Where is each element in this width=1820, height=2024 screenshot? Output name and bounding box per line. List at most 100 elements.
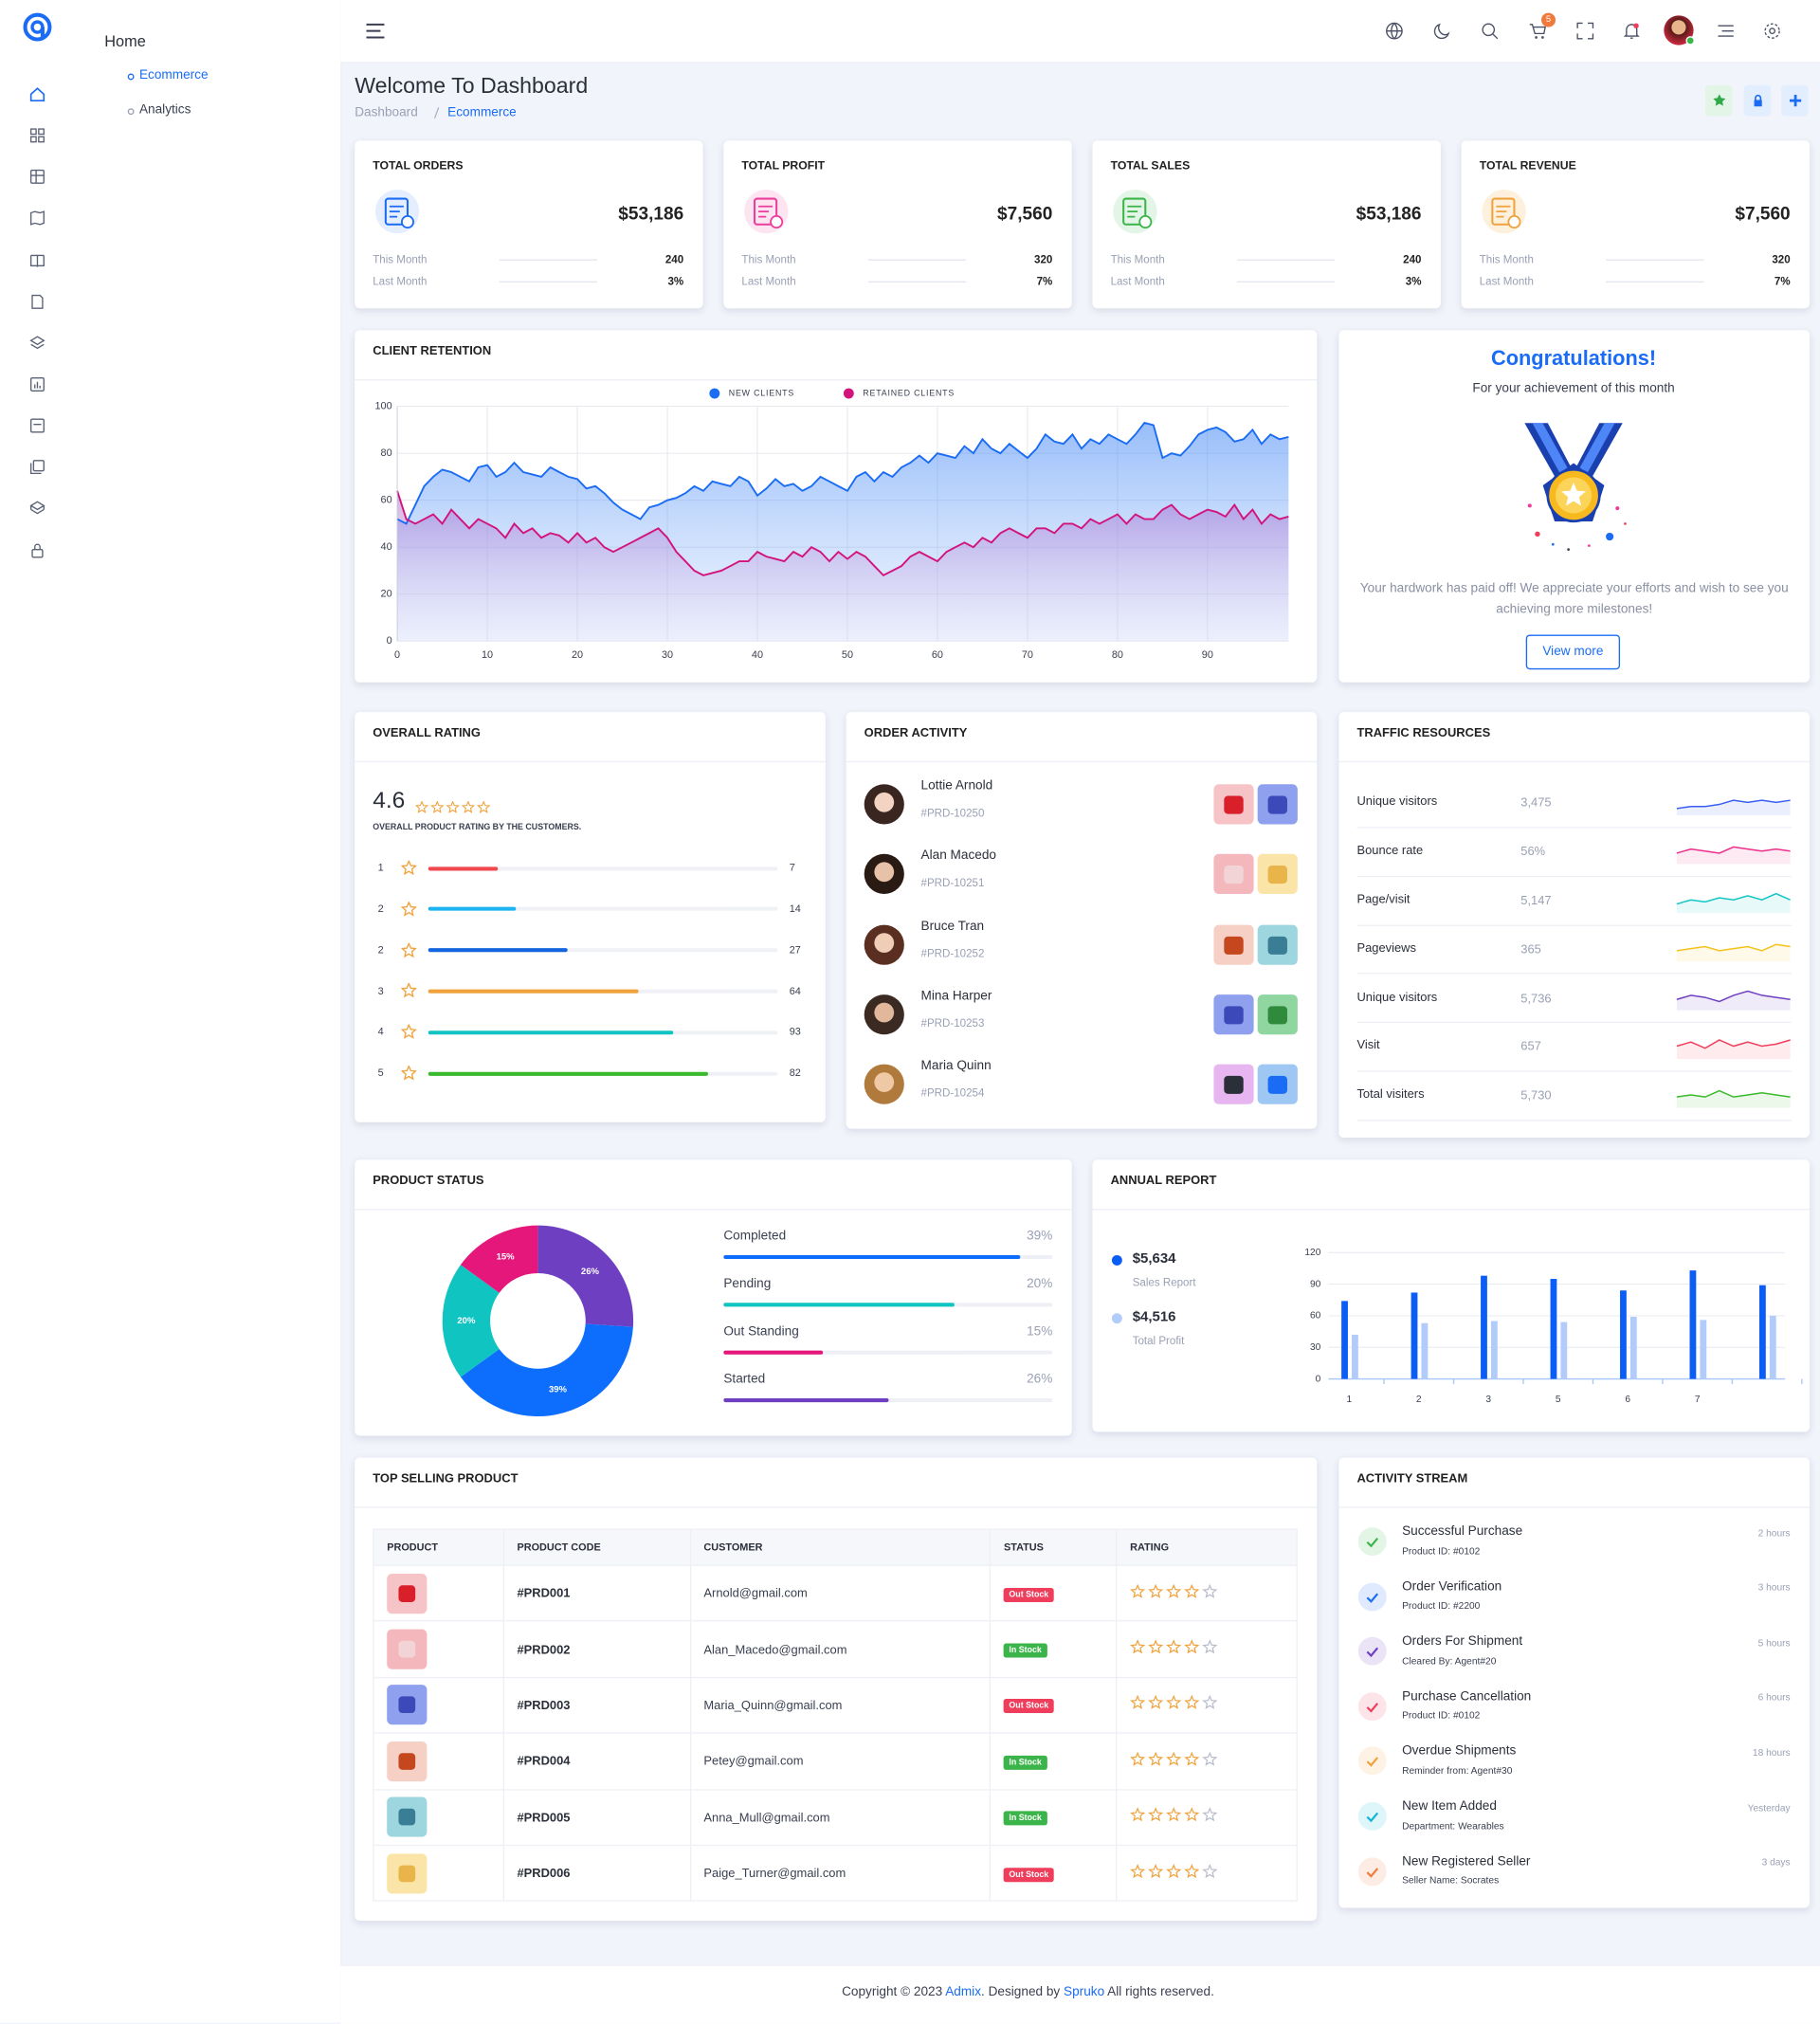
spark-line: [1676, 799, 1791, 810]
y-tick-label: 30: [1310, 1342, 1321, 1353]
top-selling-card: TOP SELLING PRODUCT PRODUCT PRODUCT CODE CU…: [355, 1457, 1318, 1922]
stat-row-label: This Month: [741, 252, 796, 266]
graphic-path: [1492, 33, 1499, 40]
x-tick-label: 5: [1556, 1395, 1561, 1405]
x-tick-label: 7: [1695, 1395, 1701, 1405]
graphic-polygon: [1130, 1583, 1146, 1598]
graphic-path: [1578, 423, 1615, 475]
graphic-polygon: [430, 800, 445, 813]
graphic-path: [758, 205, 774, 218]
progress-bar: [428, 906, 516, 912]
legend-total: $4,516: [1132, 1309, 1176, 1325]
rating-stars: [1130, 1807, 1218, 1822]
customer-name: Maria Quinn: [920, 1059, 992, 1074]
x-tick-label: 0: [394, 649, 400, 661]
traffic-label: Pageviews: [1356, 940, 1416, 956]
nav-icon[interactable]: [28, 85, 46, 103]
graphic-polygon: [1184, 1583, 1200, 1598]
graphic-path: [1386, 23, 1403, 40]
status-cell: In Stock: [990, 1620, 1118, 1678]
graphic-rect: [29, 169, 45, 184]
header-icon[interactable]: [1576, 22, 1594, 40]
activity-title: New Registered Seller: [1402, 1854, 1531, 1869]
bar: [1758, 1285, 1766, 1379]
action-button[interactable]: [1781, 84, 1809, 117]
status-label: Pending: [723, 1277, 772, 1292]
activity-time: 18 hours: [1752, 1746, 1791, 1759]
nav-icon[interactable]: [28, 458, 46, 476]
nav-icon[interactable]: [28, 209, 46, 227]
header-icon[interactable]: [1481, 22, 1499, 40]
nav-icon[interactable]: [28, 168, 46, 186]
header-icon[interactable]: [1433, 22, 1451, 40]
stat-value: $53,186: [1356, 202, 1422, 223]
graphic-path: [1366, 1757, 1379, 1768]
header-icon[interactable]: [1385, 22, 1403, 40]
legend-marker: [1111, 1313, 1122, 1324]
order-code: #PRD-10250: [920, 806, 985, 819]
nav-icon[interactable]: [28, 375, 46, 393]
stat-title: TOTAL PROFIT: [741, 157, 826, 172]
graphic-path: [1532, 423, 1569, 475]
y-tick-label: 90: [1310, 1279, 1321, 1289]
stat-card: TOTAL PROFIT $7,560 This Month 320 Last Mont…: [723, 140, 1072, 309]
bar: [1341, 1301, 1348, 1379]
header-icon[interactable]: [1763, 22, 1781, 40]
menu-item[interactable]: Ecommerce: [139, 67, 294, 85]
x-tick-label: 70: [1022, 649, 1033, 661]
status-badge: Out Stock: [1003, 1867, 1054, 1882]
activity-card: ACTIVITY STREAM Successful Purchase Produc…: [1338, 1457, 1811, 1908]
nav-icon[interactable]: [28, 126, 46, 144]
card-title: OVERALL RATING: [373, 726, 481, 741]
product-shape: [1224, 795, 1244, 814]
product-thumbnail: [1257, 924, 1298, 965]
product-thumbnail: [1213, 854, 1254, 895]
nav-icon[interactable]: [28, 334, 46, 352]
footer-part[interactable]: Admix: [945, 1985, 982, 2000]
customer-cell: Maria_Quinn@gmail.com: [689, 1676, 992, 1735]
activity-subtitle: Reminder from: Agent#30: [1402, 1764, 1513, 1777]
graphic-polygon: [1166, 1863, 1182, 1878]
graphic-polygon: [1166, 1695, 1182, 1710]
rating-stars: [1130, 1751, 1218, 1766]
nav-icon[interactable]: [28, 251, 46, 269]
code-cell: #PRD002: [502, 1620, 691, 1678]
status-label: Started: [723, 1372, 766, 1387]
header-icon[interactable]: [1528, 22, 1546, 40]
status-percent: 20%: [1027, 1277, 1053, 1292]
nav-icon[interactable]: [28, 500, 46, 518]
nav-icon[interactable]: [28, 417, 46, 435]
graphic-polygon: [1166, 1751, 1182, 1766]
stat-row-label: Last Month: [1479, 274, 1534, 288]
nav-icon[interactable]: [28, 293, 46, 311]
y-tick-label: 0: [387, 635, 392, 647]
table-header-row: PRODUCT PRODUCT CODE CUSTOMER STATUS RATING: [373, 1528, 1298, 1566]
breadcrumb-item[interactable]: Dashboard: [355, 104, 418, 120]
nav-icon[interactable]: [28, 541, 46, 559]
view-more-button[interactable]: View more: [1525, 634, 1621, 670]
footer-part[interactable]: Spruko: [1064, 1985, 1105, 2000]
product-cell: [373, 1564, 504, 1622]
graphic-circle: [1138, 215, 1153, 229]
menu-item[interactable]: Analytics: [139, 101, 294, 119]
header-icon[interactable]: [1623, 22, 1641, 40]
action-button[interactable]: [1743, 84, 1772, 117]
status-badge: In Stock: [1003, 1811, 1047, 1826]
donut-label: 15%: [497, 1252, 516, 1263]
graphic-rect: [29, 128, 37, 136]
graphic-polygon: [401, 901, 417, 917]
graphic-path: [1754, 94, 1761, 100]
graphic-polygon: [415, 800, 429, 813]
traffic-value: 657: [1520, 1040, 1541, 1055]
rating-label: 3: [377, 985, 384, 997]
customer-cell: Petey@gmail.com: [689, 1732, 992, 1791]
product-thumbnail: [387, 1573, 428, 1614]
menu-toggle[interactable]: [366, 23, 385, 39]
table-row: #PRD006 Paige_Turner@gmail.com Out Stock: [373, 1844, 1298, 1903]
action-button[interactable]: [1704, 84, 1733, 117]
breadcrumb-separator: [433, 107, 440, 119]
graphic-polygon: [1166, 1639, 1182, 1654]
traffic-value: 365: [1520, 942, 1541, 957]
graphic-polygon: [1148, 1807, 1164, 1822]
header-icon[interactable]: [1717, 22, 1735, 40]
